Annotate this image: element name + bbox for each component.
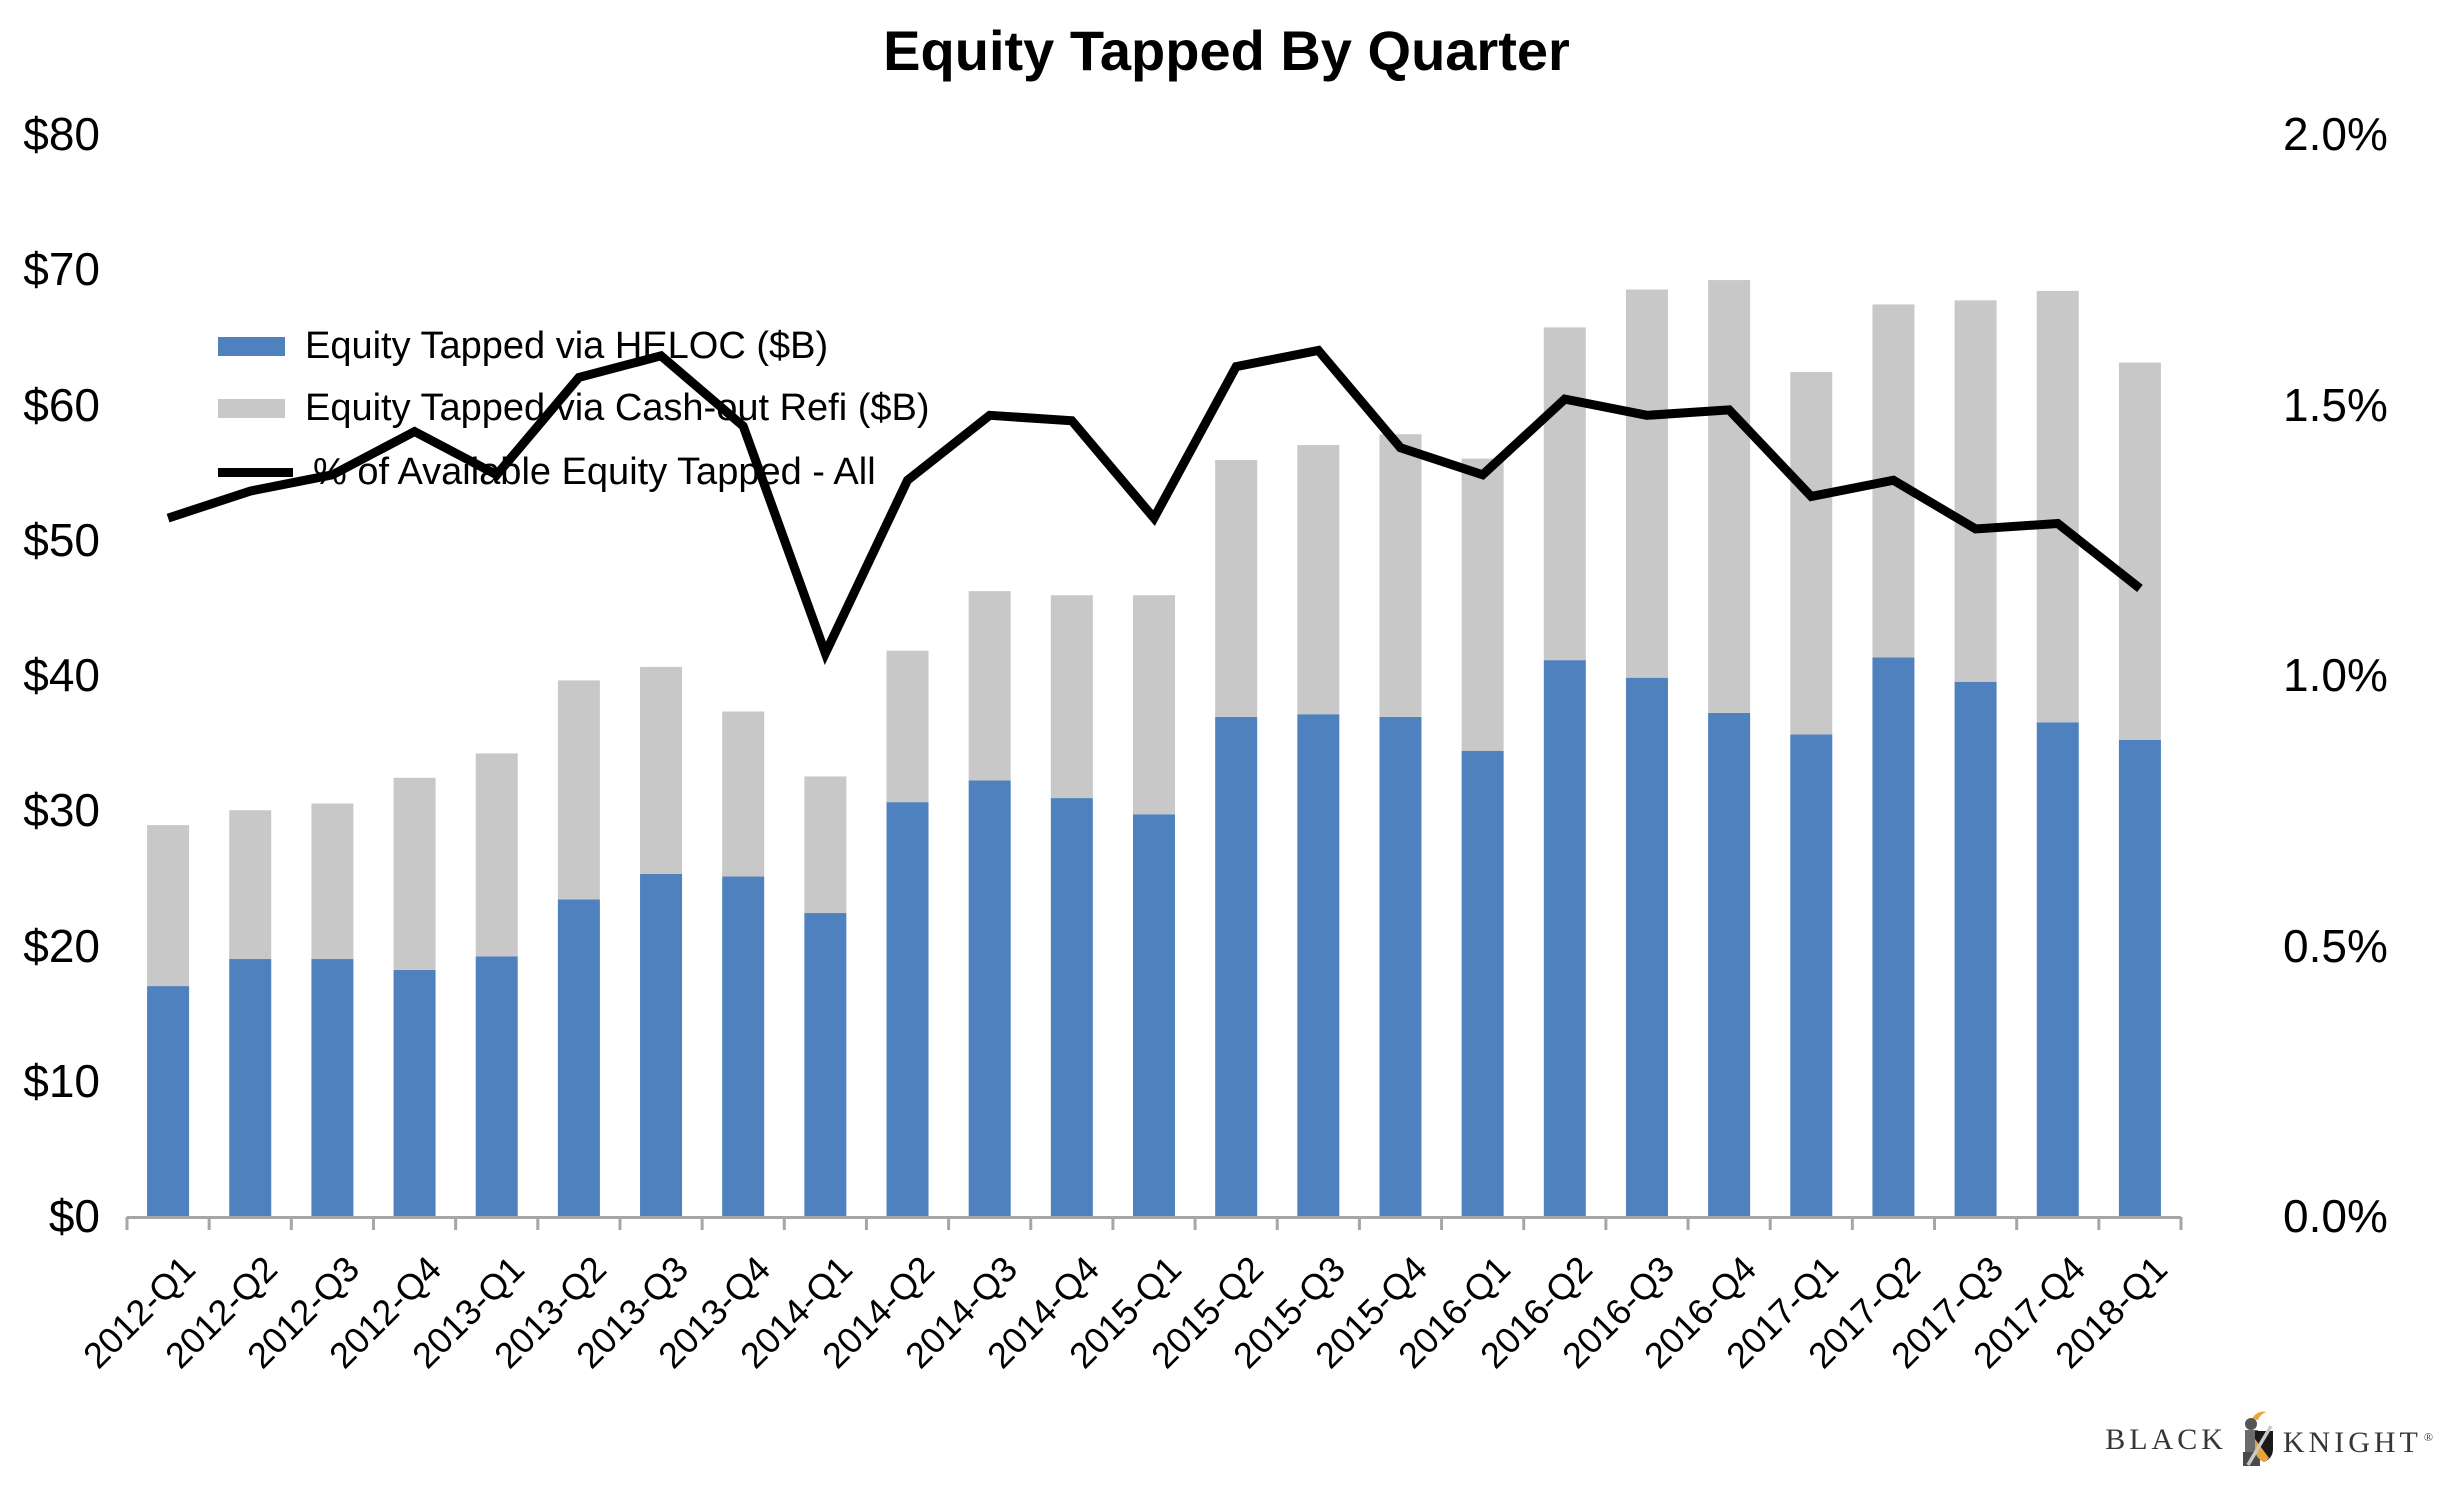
legend-label-refi: Equity Tapped via Cash-out Refi ($B) [305,386,930,429]
bar-heloc-2014-Q2 [886,802,929,1216]
y-axis-right-label-20: 2.0% [2283,108,2388,160]
bar-heloc-2014-Q4 [1050,798,1093,1216]
bar-refi-2012-Q3 [311,803,354,960]
pct-line [166,345,2143,666]
black-knight-icon [2242,1411,2273,1466]
bar-refi-2018-Q1 [2118,362,2161,740]
bar-refi-2015-Q2 [1215,459,1258,717]
bar-refi-2013-Q4 [722,711,765,877]
legend-item-heloc: Equity Tapped via HELOC ($B) [218,322,828,370]
y-axis-left-label-70: $70 [23,243,100,296]
bar-heloc-2018-Q1 [2118,739,2161,1216]
bar-refi-2016-Q1 [1461,458,1504,751]
y-axis-left-label-40: $40 [23,649,100,701]
logo-armor [2244,1430,2258,1452]
bar-heloc-2014-Q3 [968,780,1011,1216]
legend-item-refi: Equity Tapped via Cash-out Refi ($B) [218,384,930,432]
legend-label-pct-line: % of Available Equity Tapped - All [313,450,876,493]
bar-refi-2014-Q4 [1050,595,1093,799]
bar-heloc-2012-Q2 [229,959,272,1216]
bar-refi-2014-Q2 [886,650,929,803]
y-axis-right-label-05: 0.5% [2283,919,2388,972]
pct-line-swatch-icon [218,467,293,477]
bar-refi-2014-Q1 [804,776,847,914]
bar-refi-2013-Q1 [475,753,518,957]
y-axis-right-label-00: 0.0% [2283,1190,2388,1242]
bar-heloc-2012-Q1 [147,986,190,1216]
logo-registered-mark: ® [2423,1430,2433,1444]
bar-heloc-2015-Q1 [1133,814,1175,1216]
logo-helmet [2244,1418,2257,1430]
bar-heloc-2013-Q2 [557,899,600,1216]
bar-heloc-2014-Q1 [804,913,847,1216]
bar-heloc-2017-Q4 [2036,722,2079,1216]
bar-heloc-2013-Q1 [475,956,518,1216]
bar-heloc-2013-Q4 [722,876,765,1216]
y-axis-left-label-30: $30 [23,784,100,837]
bar-refi-2016-Q3 [1625,289,1668,678]
bar-refi-2012-Q4 [393,777,436,970]
bar-heloc-2012-Q4 [393,969,436,1216]
bar-refi-2012-Q2 [229,810,272,960]
y-axis-left-label-50: $50 [23,513,100,566]
bar-refi-2012-Q1 [147,825,190,987]
chart-title: Equity Tapped By Quarter [883,19,1570,82]
black-knight-logo: BLACK KNIGHT ® [2105,1409,2433,1471]
bar-heloc-2015-Q4 [1379,716,1422,1216]
bar-heloc-2015-Q2 [1215,716,1258,1216]
bar-heloc-2013-Q3 [640,873,683,1216]
bar-heloc-2017-Q3 [1954,681,1997,1216]
cash-out-refi-swatch-icon [218,398,285,418]
bar-refi-2017-Q3 [1954,300,1997,682]
bar-refi-2015-Q4 [1379,434,1422,717]
y-axis-left-label-60: $60 [23,378,100,431]
bar-heloc-2016-Q2 [1543,660,1586,1216]
y-axis-left-label-0: $0 [48,1190,100,1242]
y-axis-right-label-15: 1.5% [2283,378,2388,431]
logo-sword [2246,1425,2273,1466]
logo-plume [2251,1411,2267,1420]
logo-text-black: BLACK [2105,1423,2227,1456]
bar-heloc-2016-Q1 [1461,750,1504,1216]
bar-heloc-2016-Q3 [1625,677,1668,1216]
y-axis-right-label-10: 1.0% [2283,649,2388,701]
bar-refi-2013-Q2 [557,680,600,900]
bar-heloc-2017-Q2 [1872,657,1915,1216]
heloc-swatch-icon [218,336,285,356]
bar-refi-2013-Q3 [640,666,683,874]
bar-refi-2015-Q3 [1297,445,1340,715]
bar-heloc-2017-Q1 [1790,734,1833,1216]
bar-heloc-2012-Q3 [311,959,354,1216]
bar-refi-2016-Q4 [1708,280,1751,713]
bar-refi-2017-Q4 [2036,290,2079,723]
bar-heloc-2016-Q4 [1708,712,1751,1216]
bar-refi-2016-Q2 [1543,327,1586,661]
legend-item-pct-line: % of Available Equity Tapped - All [218,448,876,496]
bar-heloc-2015-Q3 [1297,714,1340,1216]
bar-refi-2017-Q1 [1790,372,1833,735]
y-axis-left-label-80: $80 [23,108,100,160]
bar-refi-2015-Q1 [1133,595,1175,815]
y-axis-left-label-20: $20 [23,919,100,972]
logo-text-knight: KNIGHT ® [2282,1426,2433,1459]
y-axis-left-label-10: $10 [23,1054,100,1107]
legend-label-heloc: Equity Tapped via HELOC ($B) [305,324,829,367]
bar-refi-2014-Q3 [968,591,1011,781]
